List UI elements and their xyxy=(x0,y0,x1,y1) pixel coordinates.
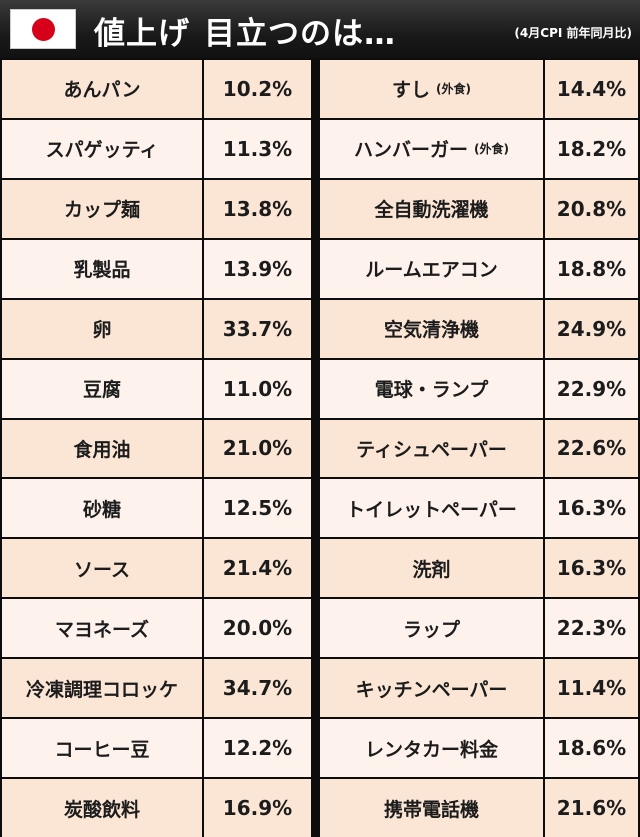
item-name: 卵 xyxy=(2,299,202,358)
title-part-1: 値上げ xyxy=(94,16,190,52)
item-name-text: 食用油 xyxy=(73,438,131,461)
item-name: 洗剤 xyxy=(320,539,543,598)
page-header: 値上げ 目立つのは… (4月CPI 前年同月比) xyxy=(0,0,640,58)
item-name: 空気清浄機 xyxy=(320,299,543,358)
item-name: 炭酸飲料 xyxy=(2,779,202,837)
item-name-text: コーヒー豆 xyxy=(54,738,150,761)
item-value: 16.9% xyxy=(204,779,311,837)
item-name: ハンバーガー (外食) xyxy=(320,119,543,178)
item-name: 食用油 xyxy=(2,419,202,478)
item-name-text: 電球・ランプ xyxy=(374,379,489,402)
item-value: 22.3% xyxy=(545,599,638,658)
item-name-text: 乳製品 xyxy=(73,259,131,282)
item-note: (外食) xyxy=(474,142,509,157)
item-name-text: ルームエアコン xyxy=(365,259,498,282)
item-name-text: 炭酸飲料 xyxy=(63,798,140,821)
japan-flag-icon xyxy=(10,9,76,49)
item-value: 13.8% xyxy=(204,179,311,238)
item-name-text: マヨネーズ xyxy=(54,618,150,641)
item-name: 砂糖 xyxy=(2,479,202,538)
item-value: 21.4% xyxy=(204,539,311,598)
item-value: 34.7% xyxy=(204,659,311,718)
item-value: 12.5% xyxy=(204,479,311,538)
item-value: 18.6% xyxy=(545,719,638,778)
item-name-text: 全自動洗濯機 xyxy=(374,199,489,222)
item-note: (外食) xyxy=(436,82,471,97)
item-value: 21.6% xyxy=(545,779,638,837)
title-part-2: 目立つのは… xyxy=(204,16,396,52)
right-price-table: すし (外食) 14.4% ハンバーガー (外食) 18.2% 全自動洗濯機 20.8% ルーム… xyxy=(320,60,638,837)
item-name-text: レンタカー料金 xyxy=(364,738,498,761)
flag-sun xyxy=(32,18,55,41)
item-name-text: 冷凍調理コロッケ xyxy=(25,678,178,701)
item-value: 16.3% xyxy=(545,539,638,598)
cpi-note: (4月CPI 前年同月比) xyxy=(514,26,632,40)
item-name: 電球・ランプ xyxy=(320,359,543,418)
item-name-text: トイレットペーパー xyxy=(346,498,517,521)
item-name-text: 携帯電話機 xyxy=(383,798,479,821)
item-name: カップ麺 xyxy=(2,179,202,238)
item-name: トイレットペーパー xyxy=(320,479,543,538)
item-value: 18.2% xyxy=(545,119,638,178)
item-name: 豆腐 xyxy=(2,359,202,418)
item-name: ティシュペーパー xyxy=(320,419,543,478)
item-name: ラップ xyxy=(320,599,543,658)
item-name: レンタカー料金 xyxy=(320,719,543,778)
item-value: 12.2% xyxy=(204,719,311,778)
page-title: 値上げ 目立つのは… xyxy=(94,8,396,53)
item-name-text: 豆腐 xyxy=(82,379,121,402)
item-name: キッチンペーパー xyxy=(320,659,543,718)
item-value: 18.8% xyxy=(545,239,638,298)
item-name-text: ティシュペーパー xyxy=(356,438,507,461)
left-price-table: あんパン 10.2% スパゲッティ 11.3% カップ麺 13.8% 乳製品 13.9% 卵 33… xyxy=(2,60,311,837)
item-name-text: 空気清浄機 xyxy=(383,319,479,342)
item-value: 10.2% xyxy=(204,60,311,118)
item-name-text: スパゲッティ xyxy=(45,139,159,162)
item-value: 13.9% xyxy=(204,239,311,298)
item-name: スパゲッティ xyxy=(2,119,202,178)
item-value: 11.4% xyxy=(545,659,638,718)
item-name-text: すし xyxy=(392,79,431,102)
item-name: 冷凍調理コロッケ xyxy=(2,659,202,718)
item-name: マヨネーズ xyxy=(2,599,202,658)
item-value: 20.8% xyxy=(545,179,638,238)
item-value: 33.7% xyxy=(204,299,311,358)
item-value: 24.9% xyxy=(545,299,638,358)
item-value: 11.0% xyxy=(204,359,311,418)
item-name-text: 洗剤 xyxy=(412,558,451,581)
item-value: 22.9% xyxy=(545,359,638,418)
item-name: ソース xyxy=(2,539,202,598)
item-name-text: 卵 xyxy=(92,319,112,342)
item-name: 全自動洗濯機 xyxy=(320,179,543,238)
item-name: コーヒー豆 xyxy=(2,719,202,778)
item-value: 22.6% xyxy=(545,419,638,478)
item-name: 携帯電話機 xyxy=(320,779,543,837)
item-value: 21.0% xyxy=(204,419,311,478)
item-value: 11.3% xyxy=(204,119,311,178)
item-value: 14.4% xyxy=(545,60,638,118)
item-name-text: あんパン xyxy=(63,79,141,102)
item-value: 16.3% xyxy=(545,479,638,538)
item-name-text: ハンバーガー xyxy=(354,139,469,162)
item-name-text: キッチンペーパー xyxy=(355,678,508,701)
item-value: 20.0% xyxy=(204,599,311,658)
item-name: 乳製品 xyxy=(2,239,202,298)
item-name-text: カップ麺 xyxy=(63,199,140,222)
item-name: あんパン xyxy=(2,60,202,118)
item-name-text: ソース xyxy=(73,558,131,581)
item-name: すし (外食) xyxy=(320,60,543,118)
item-name-text: ラップ xyxy=(402,618,460,641)
item-name-text: 砂糖 xyxy=(82,498,121,521)
item-name: ルームエアコン xyxy=(320,239,543,298)
